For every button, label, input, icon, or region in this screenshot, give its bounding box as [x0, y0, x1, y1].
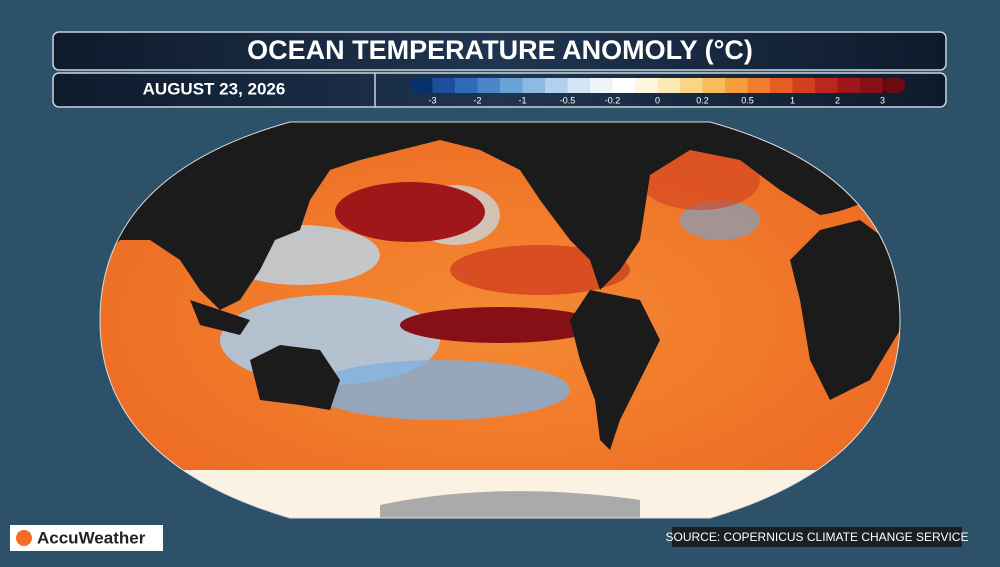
scale-swatch	[500, 78, 523, 93]
scale-swatch	[882, 78, 906, 93]
source: SOURCE: COPERNICUS CLIMATE CHANGE SERVIC…	[666, 530, 969, 544]
scale-swatch	[410, 78, 433, 93]
date: AUGUST 23, 2026	[143, 79, 286, 98]
scale-swatch	[567, 78, 591, 93]
scale-swatch	[792, 78, 816, 93]
title-bar	[52, 31, 947, 71]
scale-swatch	[770, 78, 793, 93]
scale-label: 1	[790, 95, 795, 105]
scale-swatch	[837, 78, 861, 93]
scale-label: -2	[473, 95, 481, 105]
source-box	[672, 527, 962, 547]
scale-label: 2	[835, 95, 840, 105]
scale-swatch	[522, 78, 546, 93]
scale-swatch	[635, 78, 658, 93]
scale-swatch	[590, 78, 613, 93]
scale-swatch	[455, 78, 478, 93]
world-map	[100, 122, 900, 518]
scale-swatch	[680, 78, 703, 93]
scale-label: 3	[880, 95, 885, 105]
scale-label: -0.2	[605, 95, 621, 105]
scale-label: -0.5	[560, 95, 576, 105]
scale-swatch	[545, 78, 568, 93]
logo-box	[10, 525, 163, 551]
scale-swatch	[612, 78, 636, 93]
scale-label: -1	[518, 95, 526, 105]
logo-icon	[16, 530, 32, 546]
scale-swatch	[477, 78, 501, 93]
scale-swatch	[725, 78, 748, 93]
scale-swatch	[657, 78, 681, 93]
scale-swatch	[702, 78, 726, 93]
scale-swatch	[815, 78, 838, 93]
scale-swatch	[860, 78, 883, 93]
scale-label: 0.5	[741, 95, 754, 105]
scale-swatch	[747, 78, 771, 93]
scale-swatch	[432, 78, 456, 93]
logo: AccuWeather	[37, 528, 146, 547]
scale-label: 0.2	[696, 95, 709, 105]
title: OCEAN TEMPERATURE ANOMOLY (°C)	[247, 35, 753, 65]
map-border	[99, 121, 901, 519]
scale-label: 0	[655, 95, 660, 105]
scale-label: -3	[428, 95, 436, 105]
color-scale: -3 -2 -1 -0.5 -0.2 0 0.2 0.5 1 2 3	[410, 78, 906, 105]
